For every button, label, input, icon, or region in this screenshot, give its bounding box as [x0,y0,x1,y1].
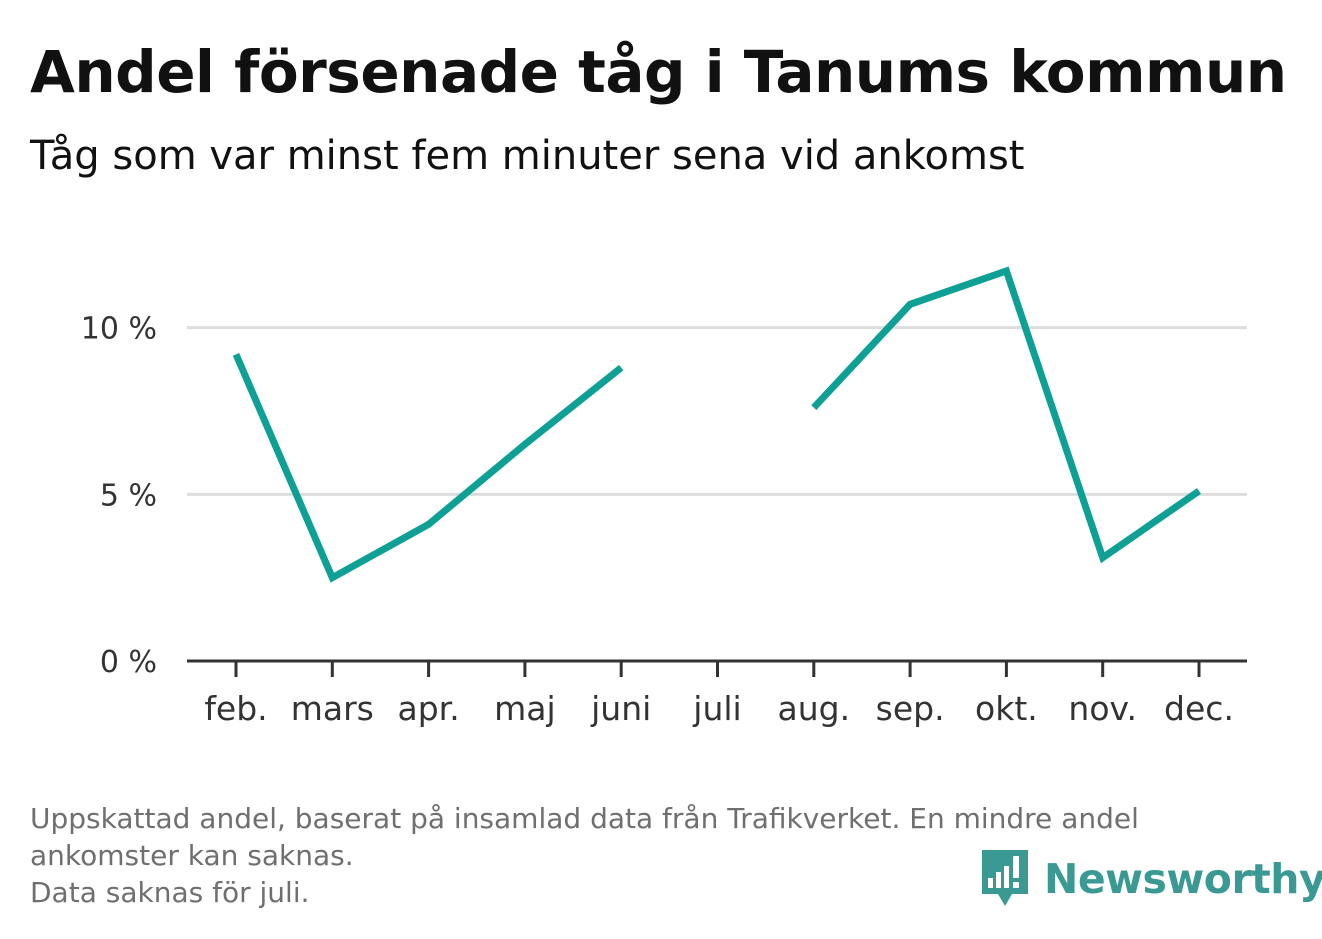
x-tick-label: mars [291,689,374,728]
chart-title: Andel försenade tåg i Tanums kommun [30,38,1287,106]
series-line [232,266,1201,583]
footnote-line-2: ankomster kan saknas. [30,839,354,872]
x-tick-label: sep. [876,689,945,728]
y-tick-label: 0 % [100,645,157,680]
series-line-segment [811,266,1201,564]
x-tick-label: maj [494,689,556,728]
footnote-line-1: Uppskattad andel, baserat på insamlad da… [30,802,1139,835]
newsworthy-logo: Newsworthy [980,848,1322,910]
x-tick-label: juni [590,689,651,728]
x-axis-tick-labels: feb. mars apr. maj juni juli aug. sep. okt. nov. d… [204,689,1234,728]
footnote: Uppskattad andel, baserat på insamlad da… [30,800,1290,911]
x-tick-label: apr. [397,689,459,728]
x-tick-label: okt. [975,689,1038,728]
x-axis [187,659,1247,677]
x-tick-label: aug. [778,689,851,728]
x-tick-label: feb. [204,689,267,728]
bar-chart-speech-bubble-icon [982,850,1028,906]
x-tick-label: juli [692,689,741,728]
y-tick-label: 5 % [100,478,157,513]
x-tick-label: dec. [1164,689,1234,728]
y-tick-label: 10 % [81,312,157,347]
gridlines [187,326,1247,496]
footnote-line-3: Data saknas för juli. [30,876,310,909]
series-line-segment [232,352,624,583]
logo-text: Newsworthy [1044,855,1322,903]
x-tick-label: nov. [1068,689,1137,728]
y-axis-tick-labels: 0 % 5 % 10 % [81,312,157,680]
chart-subtitle: Tåg som var minst fem minuter sena vid a… [30,133,1025,179]
